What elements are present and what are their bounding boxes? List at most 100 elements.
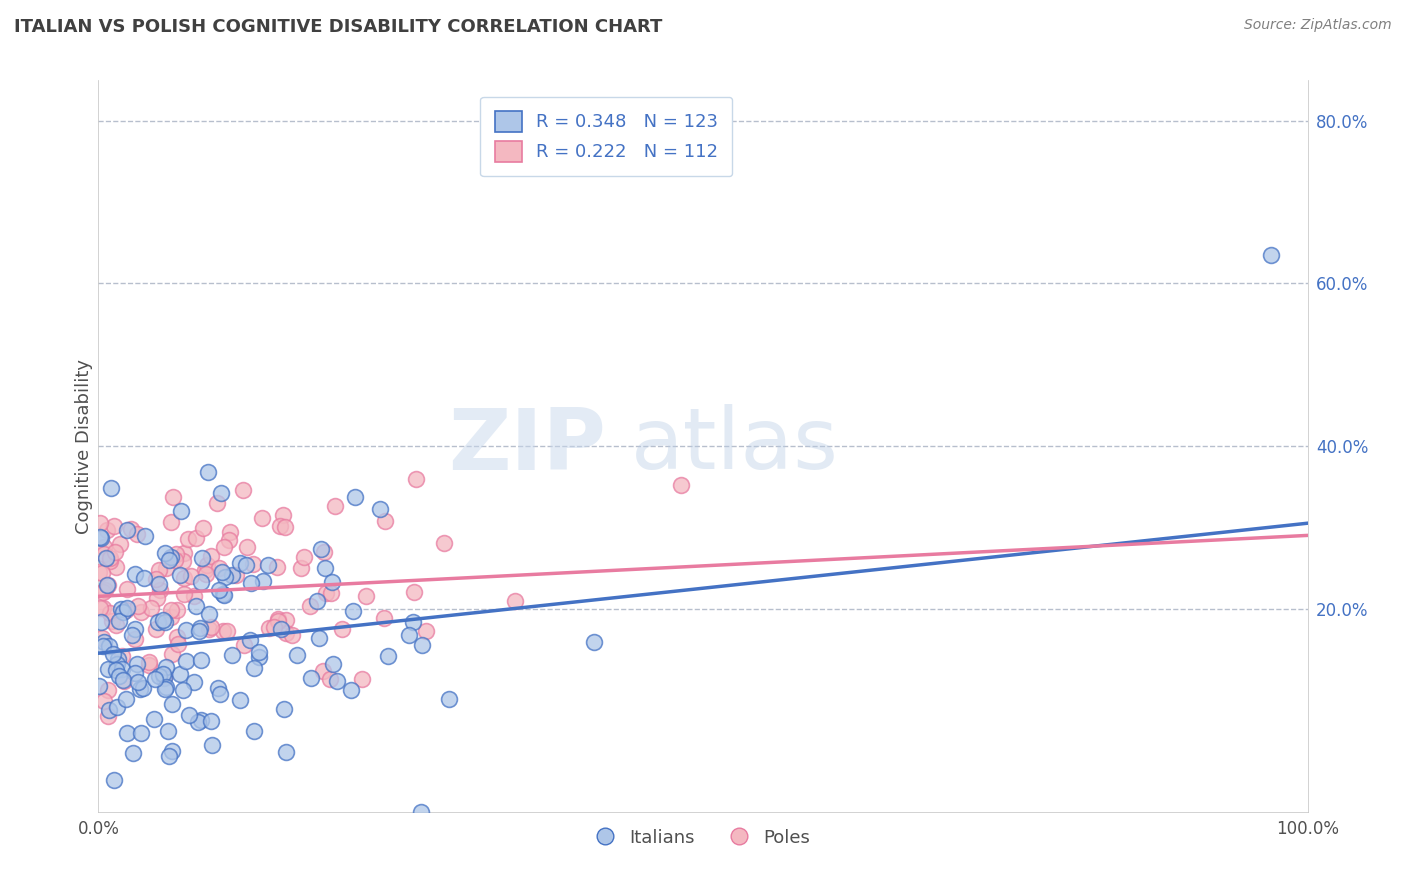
Point [405,472,427,486]
Point [145,572,167,586]
Point [127,675,149,690]
Point [198,607,221,622]
Point [173,546,195,560]
Point [173,586,195,600]
Point [188,624,211,639]
Point [243,661,266,675]
Point [194,567,217,582]
Point [582,634,605,648]
Point [89,601,111,615]
Point [105,699,128,714]
Point [221,567,243,582]
Point [208,561,231,575]
Point [200,714,222,729]
Point [105,618,128,632]
Point [314,544,336,558]
Point [160,744,183,758]
Point [160,647,183,661]
Point [287,648,309,662]
Point [214,570,236,584]
Point [172,683,194,698]
Point [129,682,152,697]
Point [111,662,134,676]
Point [211,587,233,601]
Point [103,518,125,533]
Point [321,574,343,589]
Point [93,547,115,561]
Text: ITALIAN VS POLISH COGNITIVE DISABILITY CORRELATION CHART: ITALIAN VS POLISH COGNITIVE DISABILITY C… [14,18,662,36]
Point [188,621,211,635]
Point [94,550,117,565]
Point [179,707,201,722]
Point [180,568,202,582]
Point [232,638,254,652]
Point [252,574,274,589]
Point [115,601,138,615]
Point [96,523,118,537]
Point [267,614,290,628]
Point [100,606,122,620]
Point [267,612,290,626]
Point [148,669,170,683]
Point [292,549,315,564]
Point [165,547,187,561]
Point [183,589,205,603]
Point [89,679,111,693]
Point [319,673,342,687]
Point [108,615,131,629]
Point [505,594,527,608]
Point [160,610,183,624]
Point [148,563,170,577]
Point [124,566,146,581]
Text: ZIP: ZIP [449,404,606,488]
Point [322,657,344,671]
Point [159,515,181,529]
Point [314,561,336,575]
Point [97,683,120,698]
Point [145,591,167,606]
Point [152,613,174,627]
Point [89,516,111,530]
Point [129,605,152,619]
Point [90,531,112,545]
Point [159,603,181,617]
Point [274,520,297,534]
Point [232,483,254,497]
Point [100,481,122,495]
Point [207,681,229,695]
Point [94,582,117,597]
Point [281,628,304,642]
Point [160,698,183,712]
Point [148,577,170,591]
Point [218,533,240,547]
Point [194,563,217,577]
Point [155,659,177,673]
Point [166,602,188,616]
Point [105,657,128,672]
Point [89,530,111,544]
Point [143,712,166,726]
Point [330,622,353,636]
Point [311,665,333,679]
Point [402,615,425,630]
Point [225,568,247,582]
Point [103,773,125,788]
Point [190,550,212,565]
Point [433,536,456,550]
Point [257,621,280,635]
Point [250,510,273,524]
Point [212,624,235,638]
Point [143,673,166,687]
Point [215,624,238,639]
Text: Source: ZipAtlas.com: Source: ZipAtlas.com [1244,18,1392,32]
Point [190,653,212,667]
Point [97,577,120,591]
Point [200,619,222,633]
Point [120,522,142,536]
Point [256,558,278,573]
Point [112,605,135,619]
Point [269,518,291,533]
Point [89,566,111,580]
Point [111,649,134,664]
Point [1260,248,1282,262]
